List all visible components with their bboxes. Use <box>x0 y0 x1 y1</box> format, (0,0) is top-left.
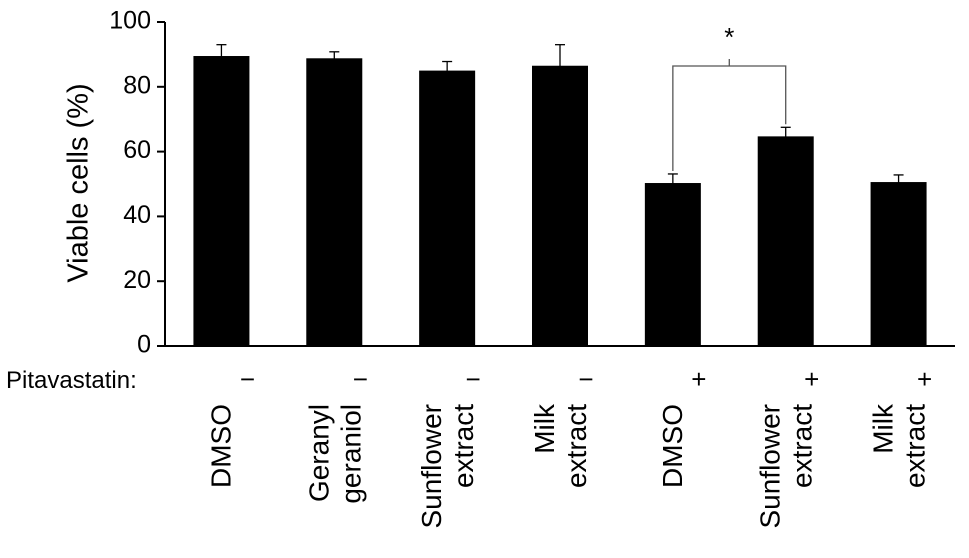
category-label: extract <box>787 404 818 488</box>
pitavastatin-signs: − − − − + + + <box>240 364 932 394</box>
category-label: geraniol <box>335 404 366 504</box>
y-axis: 0 20 40 60 80 100 <box>109 7 166 359</box>
error-bar <box>216 44 227 69</box>
pitavastatin-sign: − <box>466 364 481 394</box>
category-label: Milk <box>868 403 899 454</box>
category-label: DMSO <box>657 404 688 488</box>
error-bar <box>555 44 565 88</box>
error-bar <box>780 126 791 147</box>
bar <box>193 56 250 347</box>
category-label: extract <box>448 404 479 488</box>
bar <box>870 182 927 346</box>
pitavastatin-row-label: Pitavastatin: <box>6 367 137 394</box>
pitavastatin-sign: − <box>353 364 368 394</box>
category-label: extract <box>900 404 931 488</box>
y-tick-label: 40 <box>123 201 151 229</box>
significance-star: * <box>724 22 734 52</box>
error-bar <box>893 174 904 190</box>
y-tick-label: 80 <box>123 71 151 99</box>
pitavastatin-sign: − <box>578 364 593 394</box>
category-label: Sunflower <box>755 404 786 529</box>
y-tick-label: 0 <box>137 331 151 359</box>
pitavastatin-sign: + <box>804 364 819 394</box>
bars <box>193 56 927 347</box>
significance-bracket: * <box>672 22 787 171</box>
bar <box>644 183 701 346</box>
error-bar <box>329 51 340 66</box>
category-label: Milk <box>529 403 560 454</box>
category-label: Sunflower <box>416 404 447 529</box>
category-label: Geranyl <box>303 404 334 502</box>
y-tick-label: 100 <box>109 7 151 35</box>
error-bars <box>216 44 904 193</box>
bar <box>306 58 363 347</box>
category-labels: DMSO Geranyl geraniol Sunflower extract Milk e… <box>205 403 930 529</box>
bar <box>419 70 476 346</box>
pitavastatin-sign: − <box>240 364 255 394</box>
pitavastatin-sign: + <box>691 364 706 394</box>
bar <box>532 65 588 347</box>
category-label: extract <box>561 404 592 488</box>
error-bar <box>667 173 678 193</box>
y-tick-label: 60 <box>123 136 151 164</box>
y-tick-label: 20 <box>123 266 151 294</box>
category-label: DMSO <box>205 404 236 488</box>
bar <box>757 136 814 346</box>
y-axis-label: Viable cells (%) <box>63 83 95 282</box>
pitavastatin-sign: + <box>917 364 932 394</box>
error-bar <box>442 60 453 81</box>
